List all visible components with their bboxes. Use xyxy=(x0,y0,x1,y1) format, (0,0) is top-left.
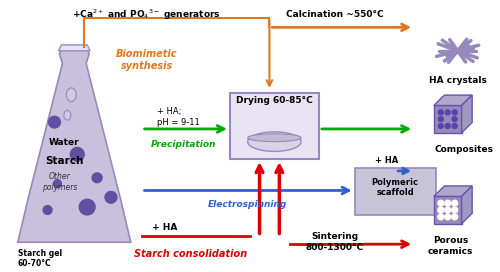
Circle shape xyxy=(445,214,450,220)
Circle shape xyxy=(48,116,60,128)
Circle shape xyxy=(452,200,458,206)
Text: Polymeric
scaffold: Polymeric scaffold xyxy=(372,178,418,197)
Polygon shape xyxy=(434,95,472,106)
Text: + HA: + HA xyxy=(152,222,177,231)
Polygon shape xyxy=(462,186,472,224)
Ellipse shape xyxy=(248,134,301,142)
Polygon shape xyxy=(434,106,462,133)
Text: Precipitation: Precipitation xyxy=(150,140,216,149)
Text: Drying 60-85°C: Drying 60-85°C xyxy=(236,96,313,105)
Text: +Ca$^{2+}$ and PO$_4$$^{3-}$ generators: +Ca$^{2+}$ and PO$_4$$^{3-}$ generators xyxy=(72,8,221,22)
Text: Starch: Starch xyxy=(45,156,84,166)
Circle shape xyxy=(70,147,84,161)
Text: Other
polymers: Other polymers xyxy=(42,172,77,193)
Text: + HA: + HA xyxy=(374,156,398,165)
Text: + HA;
pH = 9-11: + HA; pH = 9-11 xyxy=(156,107,200,127)
Text: Sintering
800-1300°C: Sintering 800-1300°C xyxy=(306,233,364,252)
Polygon shape xyxy=(434,186,472,196)
Polygon shape xyxy=(18,47,131,242)
Circle shape xyxy=(438,200,444,206)
Circle shape xyxy=(452,110,457,115)
Text: Calcination ~550°C: Calcination ~550°C xyxy=(286,10,384,19)
Text: Biomimetic
synthesis: Biomimetic synthesis xyxy=(116,49,178,71)
Text: Porous
ceramics: Porous ceramics xyxy=(428,236,474,256)
Circle shape xyxy=(438,214,444,220)
Circle shape xyxy=(438,117,444,122)
Polygon shape xyxy=(434,196,462,224)
Ellipse shape xyxy=(66,88,76,101)
Circle shape xyxy=(446,123,450,128)
Text: Electrospinning: Electrospinning xyxy=(208,200,288,209)
Circle shape xyxy=(438,110,444,115)
Text: Starch consolidation: Starch consolidation xyxy=(134,249,247,259)
Ellipse shape xyxy=(248,132,301,152)
Circle shape xyxy=(452,123,457,128)
Polygon shape xyxy=(58,45,90,51)
Circle shape xyxy=(79,199,95,215)
Circle shape xyxy=(452,214,458,220)
Circle shape xyxy=(54,180,62,188)
Circle shape xyxy=(445,207,450,213)
Circle shape xyxy=(105,191,117,203)
Text: Water: Water xyxy=(49,138,80,147)
Ellipse shape xyxy=(64,110,71,120)
FancyBboxPatch shape xyxy=(230,93,319,159)
Text: Starch gel
60-70°C: Starch gel 60-70°C xyxy=(18,249,62,268)
Circle shape xyxy=(446,110,450,115)
Circle shape xyxy=(92,173,102,183)
Circle shape xyxy=(452,207,458,213)
Polygon shape xyxy=(462,95,472,133)
Circle shape xyxy=(438,207,444,213)
FancyBboxPatch shape xyxy=(354,168,436,215)
Text: HA crystals: HA crystals xyxy=(428,76,486,85)
Circle shape xyxy=(445,200,450,206)
Circle shape xyxy=(452,117,457,122)
Circle shape xyxy=(43,206,52,214)
Text: Composites: Composites xyxy=(434,144,493,154)
Circle shape xyxy=(438,123,444,128)
